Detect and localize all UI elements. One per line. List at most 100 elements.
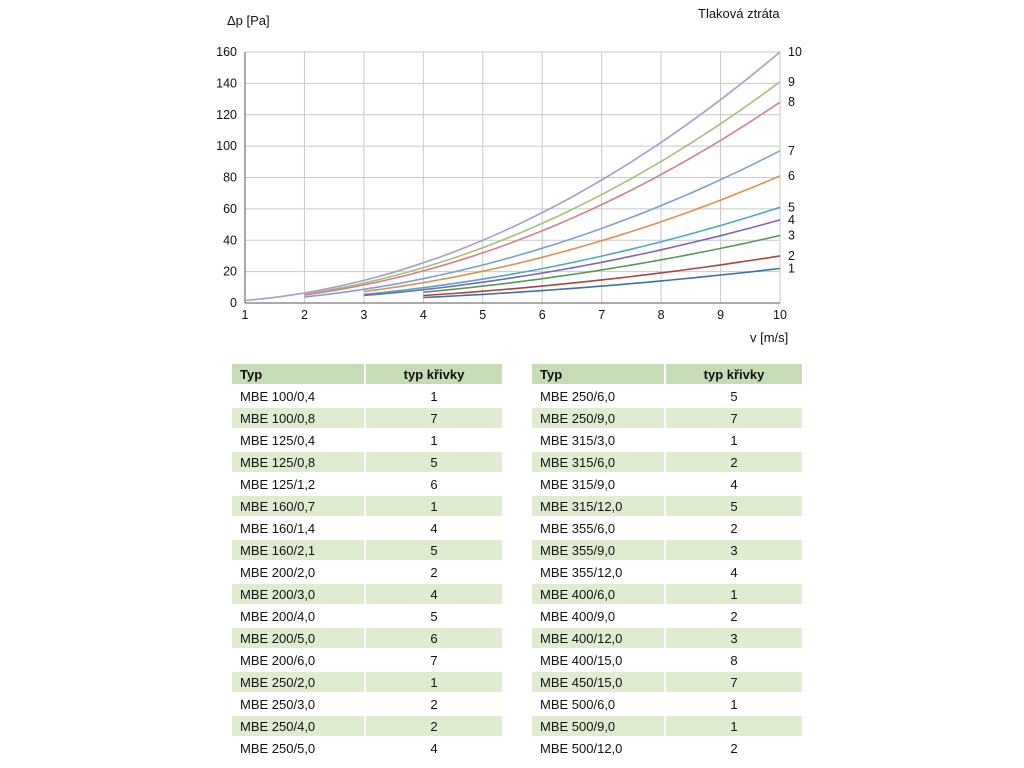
type-cell: MBE 400/12,0 bbox=[532, 628, 664, 648]
table-row: MBE 160/2,1 5 bbox=[232, 540, 502, 560]
curve-number-cell: 1 bbox=[366, 430, 502, 450]
type-cell: MBE 355/9,0 bbox=[532, 540, 664, 560]
type-cell: MBE 100/0,8 bbox=[232, 408, 364, 428]
table-row: MBE 400/9,0 2 bbox=[532, 606, 802, 626]
curve-number-cell: 5 bbox=[666, 386, 802, 406]
curve-number-cell: 2 bbox=[366, 562, 502, 582]
curve-number-cell: 7 bbox=[666, 408, 802, 428]
y-tick-label: 60 bbox=[223, 202, 237, 216]
x-tick-label: 7 bbox=[598, 308, 605, 322]
curve-number-cell: 7 bbox=[366, 408, 502, 428]
curve-number-cell: 3 bbox=[666, 540, 802, 560]
table-row: MBE 250/2,0 1 bbox=[232, 672, 502, 692]
curve-number-cell: 2 bbox=[666, 738, 802, 758]
curve-7 bbox=[304, 150, 781, 298]
curve-number-cell: 1 bbox=[666, 430, 802, 450]
curve-table-left-body: MBE 100/0,4 1 MBE 100/0,8 7 MBE 125/0,4 1 MBE … bbox=[232, 386, 502, 758]
curve-2 bbox=[423, 255, 781, 297]
x-tick-label: 1 bbox=[242, 308, 249, 322]
table-row: MBE 250/5,0 4 bbox=[232, 738, 502, 758]
table-row: MBE 125/1,2 6 bbox=[232, 474, 502, 494]
type-cell: MBE 250/6,0 bbox=[532, 386, 664, 406]
table-header-row: Typ typ křivky bbox=[232, 364, 502, 384]
curve-table-right-body: MBE 250/6,0 5 MBE 250/9,0 7 MBE 315/3,0 1 MBE … bbox=[532, 386, 802, 758]
table-row: MBE 250/4,0 2 bbox=[232, 716, 502, 736]
table-row: MBE 200/3,0 4 bbox=[232, 584, 502, 604]
type-cell: MBE 315/12,0 bbox=[532, 496, 664, 516]
table-row: MBE 200/6,0 7 bbox=[232, 650, 502, 670]
type-cell: MBE 500/9,0 bbox=[532, 716, 664, 736]
table-row: MBE 355/12,0 4 bbox=[532, 562, 802, 582]
y-tick-label: 140 bbox=[216, 76, 237, 90]
x-tick-label: 8 bbox=[658, 308, 665, 322]
curve-number-cell: 4 bbox=[366, 584, 502, 604]
curve-number-cell: 4 bbox=[666, 562, 802, 582]
x-axis-label: v [m/s] bbox=[750, 330, 789, 345]
table-row: MBE 200/2,0 2 bbox=[232, 562, 502, 582]
curve-number-cell: 2 bbox=[366, 716, 502, 736]
type-cell: MBE 160/0,7 bbox=[232, 496, 364, 516]
curve-number-cell: 2 bbox=[666, 518, 802, 538]
curve-4 bbox=[363, 219, 781, 297]
table-header-row: Typ typ křivky bbox=[532, 364, 802, 384]
y-tick-label: 40 bbox=[223, 233, 237, 247]
curve-number-cell: 1 bbox=[366, 672, 502, 692]
type-cell: MBE 500/12,0 bbox=[532, 738, 664, 758]
type-cell: MBE 250/3,0 bbox=[232, 694, 364, 714]
x-tick-label: 9 bbox=[717, 308, 724, 322]
type-cell: MBE 125/1,2 bbox=[232, 474, 364, 494]
curve-number-cell: 2 bbox=[666, 606, 802, 626]
table-row: MBE 250/3,0 2 bbox=[232, 694, 502, 714]
table-row: MBE 250/9,0 7 bbox=[532, 408, 802, 428]
table-row: MBE 200/4,0 5 bbox=[232, 606, 502, 626]
curve-number-cell: 2 bbox=[366, 694, 502, 714]
type-cell: MBE 400/6,0 bbox=[532, 584, 664, 604]
curve-number-cell: 6 bbox=[366, 628, 502, 648]
curve-3 bbox=[423, 234, 781, 293]
table-row: MBE 250/6,0 5 bbox=[532, 386, 802, 406]
table-row: MBE 160/0,7 1 bbox=[232, 496, 502, 516]
chart-title: Tlaková ztráta bbox=[698, 6, 780, 21]
table-row: MBE 100/0,8 7 bbox=[232, 408, 502, 428]
type-cell: MBE 315/6,0 bbox=[532, 452, 664, 472]
type-cell: MBE 450/15,0 bbox=[532, 672, 664, 692]
y-axis-label: Δp [Pa] bbox=[227, 13, 270, 28]
table-row: MBE 125/0,4 1 bbox=[232, 430, 502, 450]
type-cell: MBE 250/2,0 bbox=[232, 672, 364, 692]
table-row: MBE 400/15,0 8 bbox=[532, 650, 802, 670]
table-row: MBE 500/12,0 2 bbox=[532, 738, 802, 758]
table-row: MBE 400/12,0 3 bbox=[532, 628, 802, 648]
x-tick-label: 2 bbox=[301, 308, 308, 322]
table-row: MBE 450/15,0 7 bbox=[532, 672, 802, 692]
type-cell: MBE 200/2,0 bbox=[232, 562, 364, 582]
curve-number-label: 3 bbox=[788, 229, 795, 243]
curve-table-right: Typ typ křivky MBE 250/6,0 5 MBE 250/9,0 7 M… bbox=[530, 362, 804, 760]
curve-5 bbox=[363, 206, 781, 296]
y-tick-label: 160 bbox=[216, 45, 237, 59]
y-tick-label: 80 bbox=[223, 171, 237, 185]
curve-number-cell: 4 bbox=[666, 474, 802, 494]
y-tick-label: 0 bbox=[230, 296, 237, 310]
curve-number-cell: 4 bbox=[366, 518, 502, 538]
x-tick-label: 6 bbox=[539, 308, 546, 322]
type-cell: MBE 355/12,0 bbox=[532, 562, 664, 582]
table-row: MBE 315/3,0 1 bbox=[532, 430, 802, 450]
table-row: MBE 400/6,0 1 bbox=[532, 584, 802, 604]
curve-number-cell: 1 bbox=[366, 386, 502, 406]
curve-number-cell: 5 bbox=[366, 540, 502, 560]
curve-number-label: 5 bbox=[788, 200, 795, 214]
type-cell: MBE 250/5,0 bbox=[232, 738, 364, 758]
type-cell: MBE 200/4,0 bbox=[232, 606, 364, 626]
type-cell: MBE 100/0,4 bbox=[232, 386, 364, 406]
x-tick-label: 10 bbox=[773, 308, 787, 322]
curve-number-label: 7 bbox=[788, 144, 795, 158]
curve-number-cell: 8 bbox=[666, 650, 802, 670]
x-tick-label: 5 bbox=[479, 308, 486, 322]
curve-number-label: 9 bbox=[788, 75, 795, 89]
curve-number-label: 10 bbox=[788, 45, 802, 59]
curve-6 bbox=[363, 175, 781, 293]
curve-number-cell: 1 bbox=[366, 496, 502, 516]
curve-number-cell: 3 bbox=[666, 628, 802, 648]
